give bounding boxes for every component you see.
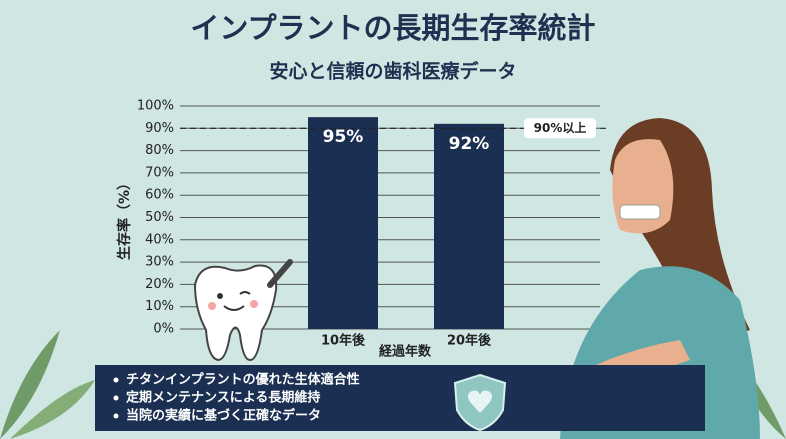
y-tick-label: 40% <box>145 232 174 247</box>
bar <box>434 123 504 329</box>
notes-banner <box>95 365 705 431</box>
y-tick-label: 60% <box>145 188 174 203</box>
y-tick-label: 90% <box>145 121 174 136</box>
y-tick-label: 30% <box>145 255 174 270</box>
bar <box>308 117 378 330</box>
y-tick-label: 10% <box>145 299 174 314</box>
x-tick-label: 10年後 <box>321 333 366 349</box>
bar-value-label: 92% <box>449 134 490 154</box>
note-text: 定期メンテナンスによる長期維持 <box>125 390 320 406</box>
y-tick-label: 50% <box>145 210 174 225</box>
chart-subtitle: 安心と信頼の歯科医療データ <box>269 60 516 83</box>
x-axis-label: 経過年数 <box>379 344 432 360</box>
bar-value-label: 95% <box>323 127 364 147</box>
y-tick-label: 80% <box>145 143 174 158</box>
x-tick-label: 20年後 <box>447 333 492 349</box>
y-axis-label: 生存率（%） <box>116 176 133 260</box>
bullet <box>113 395 119 401</box>
leaf <box>10 380 95 439</box>
bullet <box>113 377 119 383</box>
note-text: チタンインプラントの優れた生体適合性 <box>126 372 360 388</box>
bullet <box>113 413 119 419</box>
chart-title: インプラントの長期生存率統計 <box>190 11 595 45</box>
tooth-illustration <box>193 259 293 362</box>
leaf <box>0 330 60 439</box>
y-tick-label: 0% <box>153 322 174 337</box>
heart-icon <box>467 390 493 413</box>
reference-label: 90%以上 <box>534 120 587 135</box>
y-tick-label: 20% <box>145 277 174 292</box>
y-tick-label: 70% <box>145 165 174 180</box>
note-text: 当院の実績に基づく正確なデータ <box>126 408 321 424</box>
y-tick-label: 100% <box>137 99 174 114</box>
reference-label-box <box>524 118 596 139</box>
